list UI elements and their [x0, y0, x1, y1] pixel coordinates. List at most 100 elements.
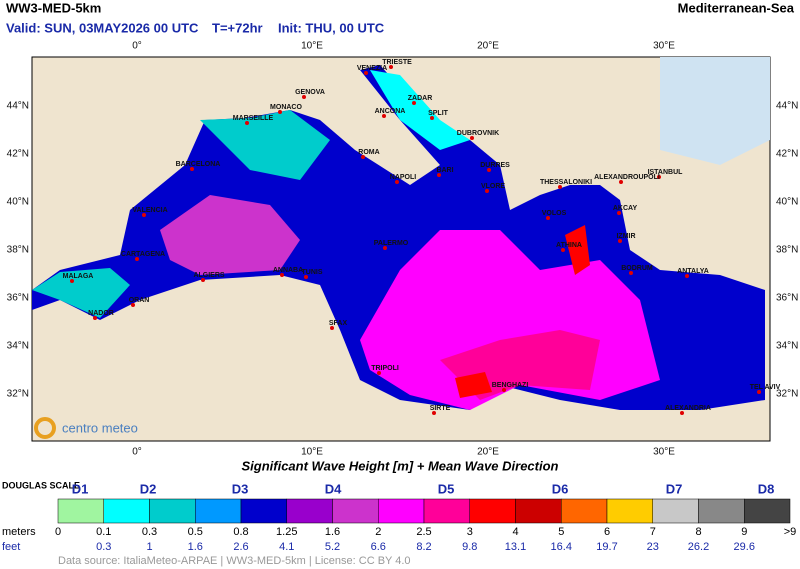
- city-dot: [485, 189, 489, 193]
- map-labels: 0° 0° 10°E 10°E 20°E 20°E 30°E 30°E 44°N 44°N 42°N…: [7, 41, 799, 458]
- city-label: MARSEILLE: [233, 115, 274, 122]
- forecast-step: T=+72hr: [212, 20, 263, 35]
- lat-label: 42°N: [776, 149, 798, 160]
- lat-label: 44°N: [776, 101, 798, 112]
- lat-label: 38°N: [776, 245, 798, 256]
- sea-calm: [370, 70, 470, 150]
- city-label: THESSALONIKI: [540, 179, 592, 186]
- sea-calm: [32, 268, 130, 318]
- douglas-label: D7: [666, 481, 683, 496]
- city-label: MALAGA: [63, 273, 94, 280]
- feet-label: 16.4: [551, 541, 572, 553]
- city-label: ALEXANDROUPOLI: [594, 174, 660, 181]
- logo-icon: [34, 417, 56, 439]
- city-label: DUBROVNIK: [457, 130, 499, 137]
- city-dot: [432, 411, 436, 415]
- city-dot: [685, 274, 689, 278]
- city-dot: [190, 167, 194, 171]
- sea-calm: [200, 110, 330, 180]
- meters-title: meters: [2, 526, 36, 538]
- feet-label: 8.2: [416, 541, 431, 553]
- feet-label: 13.1: [505, 541, 526, 553]
- lat-label: 38°N: [7, 245, 29, 256]
- lat-label: 44°N: [7, 101, 29, 112]
- douglas-label: D8: [758, 481, 775, 496]
- legend-swatch: [332, 498, 379, 524]
- city-dot: [389, 65, 393, 69]
- city-label: ANNABA: [273, 267, 303, 274]
- feet-label: 19.7: [596, 541, 617, 553]
- meters-label: 2: [375, 526, 381, 538]
- city-dot: [618, 239, 622, 243]
- feet-label: 6.6: [371, 541, 386, 553]
- city-label: BODRUM: [621, 265, 653, 272]
- douglas-label: D3: [232, 481, 249, 496]
- city-label: CARTAGENA: [121, 251, 165, 258]
- city-dot: [412, 101, 416, 105]
- lat-label: 42°N: [7, 149, 29, 160]
- city-dot: [382, 114, 386, 118]
- city-label: ROMA: [358, 149, 379, 156]
- feet-label: 26.2: [688, 541, 709, 553]
- douglas-label: D2: [140, 481, 157, 496]
- city-dot: [93, 316, 97, 320]
- lat-label: 34°N: [776, 341, 798, 352]
- legend-swatch: [378, 498, 425, 524]
- city-dot: [245, 121, 249, 125]
- lat-label: 40°N: [776, 197, 798, 208]
- douglas-label: D1: [72, 481, 89, 496]
- city-label: VOLOS: [542, 210, 567, 217]
- map: centro meteo: [31, 56, 771, 442]
- city-dot: [680, 411, 684, 415]
- region-title: Mediterranean-Sea: [678, 0, 795, 15]
- city-label: ALGIERS: [193, 272, 224, 279]
- city-dot: [487, 168, 491, 172]
- city-label: MONACO: [270, 104, 302, 111]
- city-label: ISTANBUL: [648, 169, 684, 176]
- meters-label: 0.5: [188, 526, 203, 538]
- feet-label: 9.8: [462, 541, 477, 553]
- city-label: TRIESTE: [382, 59, 412, 66]
- city-label: ZADAR: [408, 95, 433, 102]
- meters-label: 0.8: [233, 526, 248, 538]
- city-dot: [377, 371, 381, 375]
- city-dot: [629, 271, 633, 275]
- meters-label: 2.5: [416, 526, 431, 538]
- city-dot: [437, 173, 441, 177]
- feet-label: 2.6: [233, 541, 248, 553]
- legend-swatch: [286, 498, 333, 524]
- city-label: VLORE: [481, 183, 505, 190]
- city-label: AKCAY: [613, 205, 638, 212]
- lon-label: 10°E: [301, 41, 323, 52]
- footer: Data source: ItaliaMeteo-ARPAE | WW3-MED…: [58, 555, 411, 567]
- city-label: NAPOLI: [390, 174, 417, 181]
- city-dot: [135, 257, 139, 261]
- feet-label: 23: [647, 541, 659, 553]
- legend-swatch: [195, 498, 242, 524]
- meters-label: 0.3: [142, 526, 157, 538]
- city-dot: [364, 71, 368, 75]
- meters-label: 4: [512, 526, 518, 538]
- city-dot: [280, 273, 284, 277]
- init-time: Init: THU, 00 UTC: [278, 20, 385, 35]
- city-dot: [470, 136, 474, 140]
- lon-label: 10°E: [301, 447, 323, 458]
- black-sea: [660, 57, 770, 165]
- city-label: ANCONA: [375, 108, 406, 115]
- city-label: TRIPOLI: [371, 365, 399, 372]
- city-dot: [558, 185, 562, 189]
- city-dot: [383, 246, 387, 250]
- lat-label: 32°N: [7, 389, 29, 400]
- lon-label: 30°E: [653, 41, 675, 52]
- feet-title: feet: [2, 541, 20, 553]
- city-label: IZMIR: [616, 233, 635, 240]
- legend-swatch: [469, 498, 516, 524]
- lon-label: 0°: [132, 447, 142, 458]
- feet-label: 4.1: [279, 541, 294, 553]
- lat-label: 36°N: [7, 293, 29, 304]
- city-label: PALERMO: [374, 240, 409, 247]
- city-dot: [302, 95, 306, 99]
- city-dot: [561, 248, 565, 252]
- legend-swatch: [103, 498, 150, 524]
- legend-swatch: [149, 498, 196, 524]
